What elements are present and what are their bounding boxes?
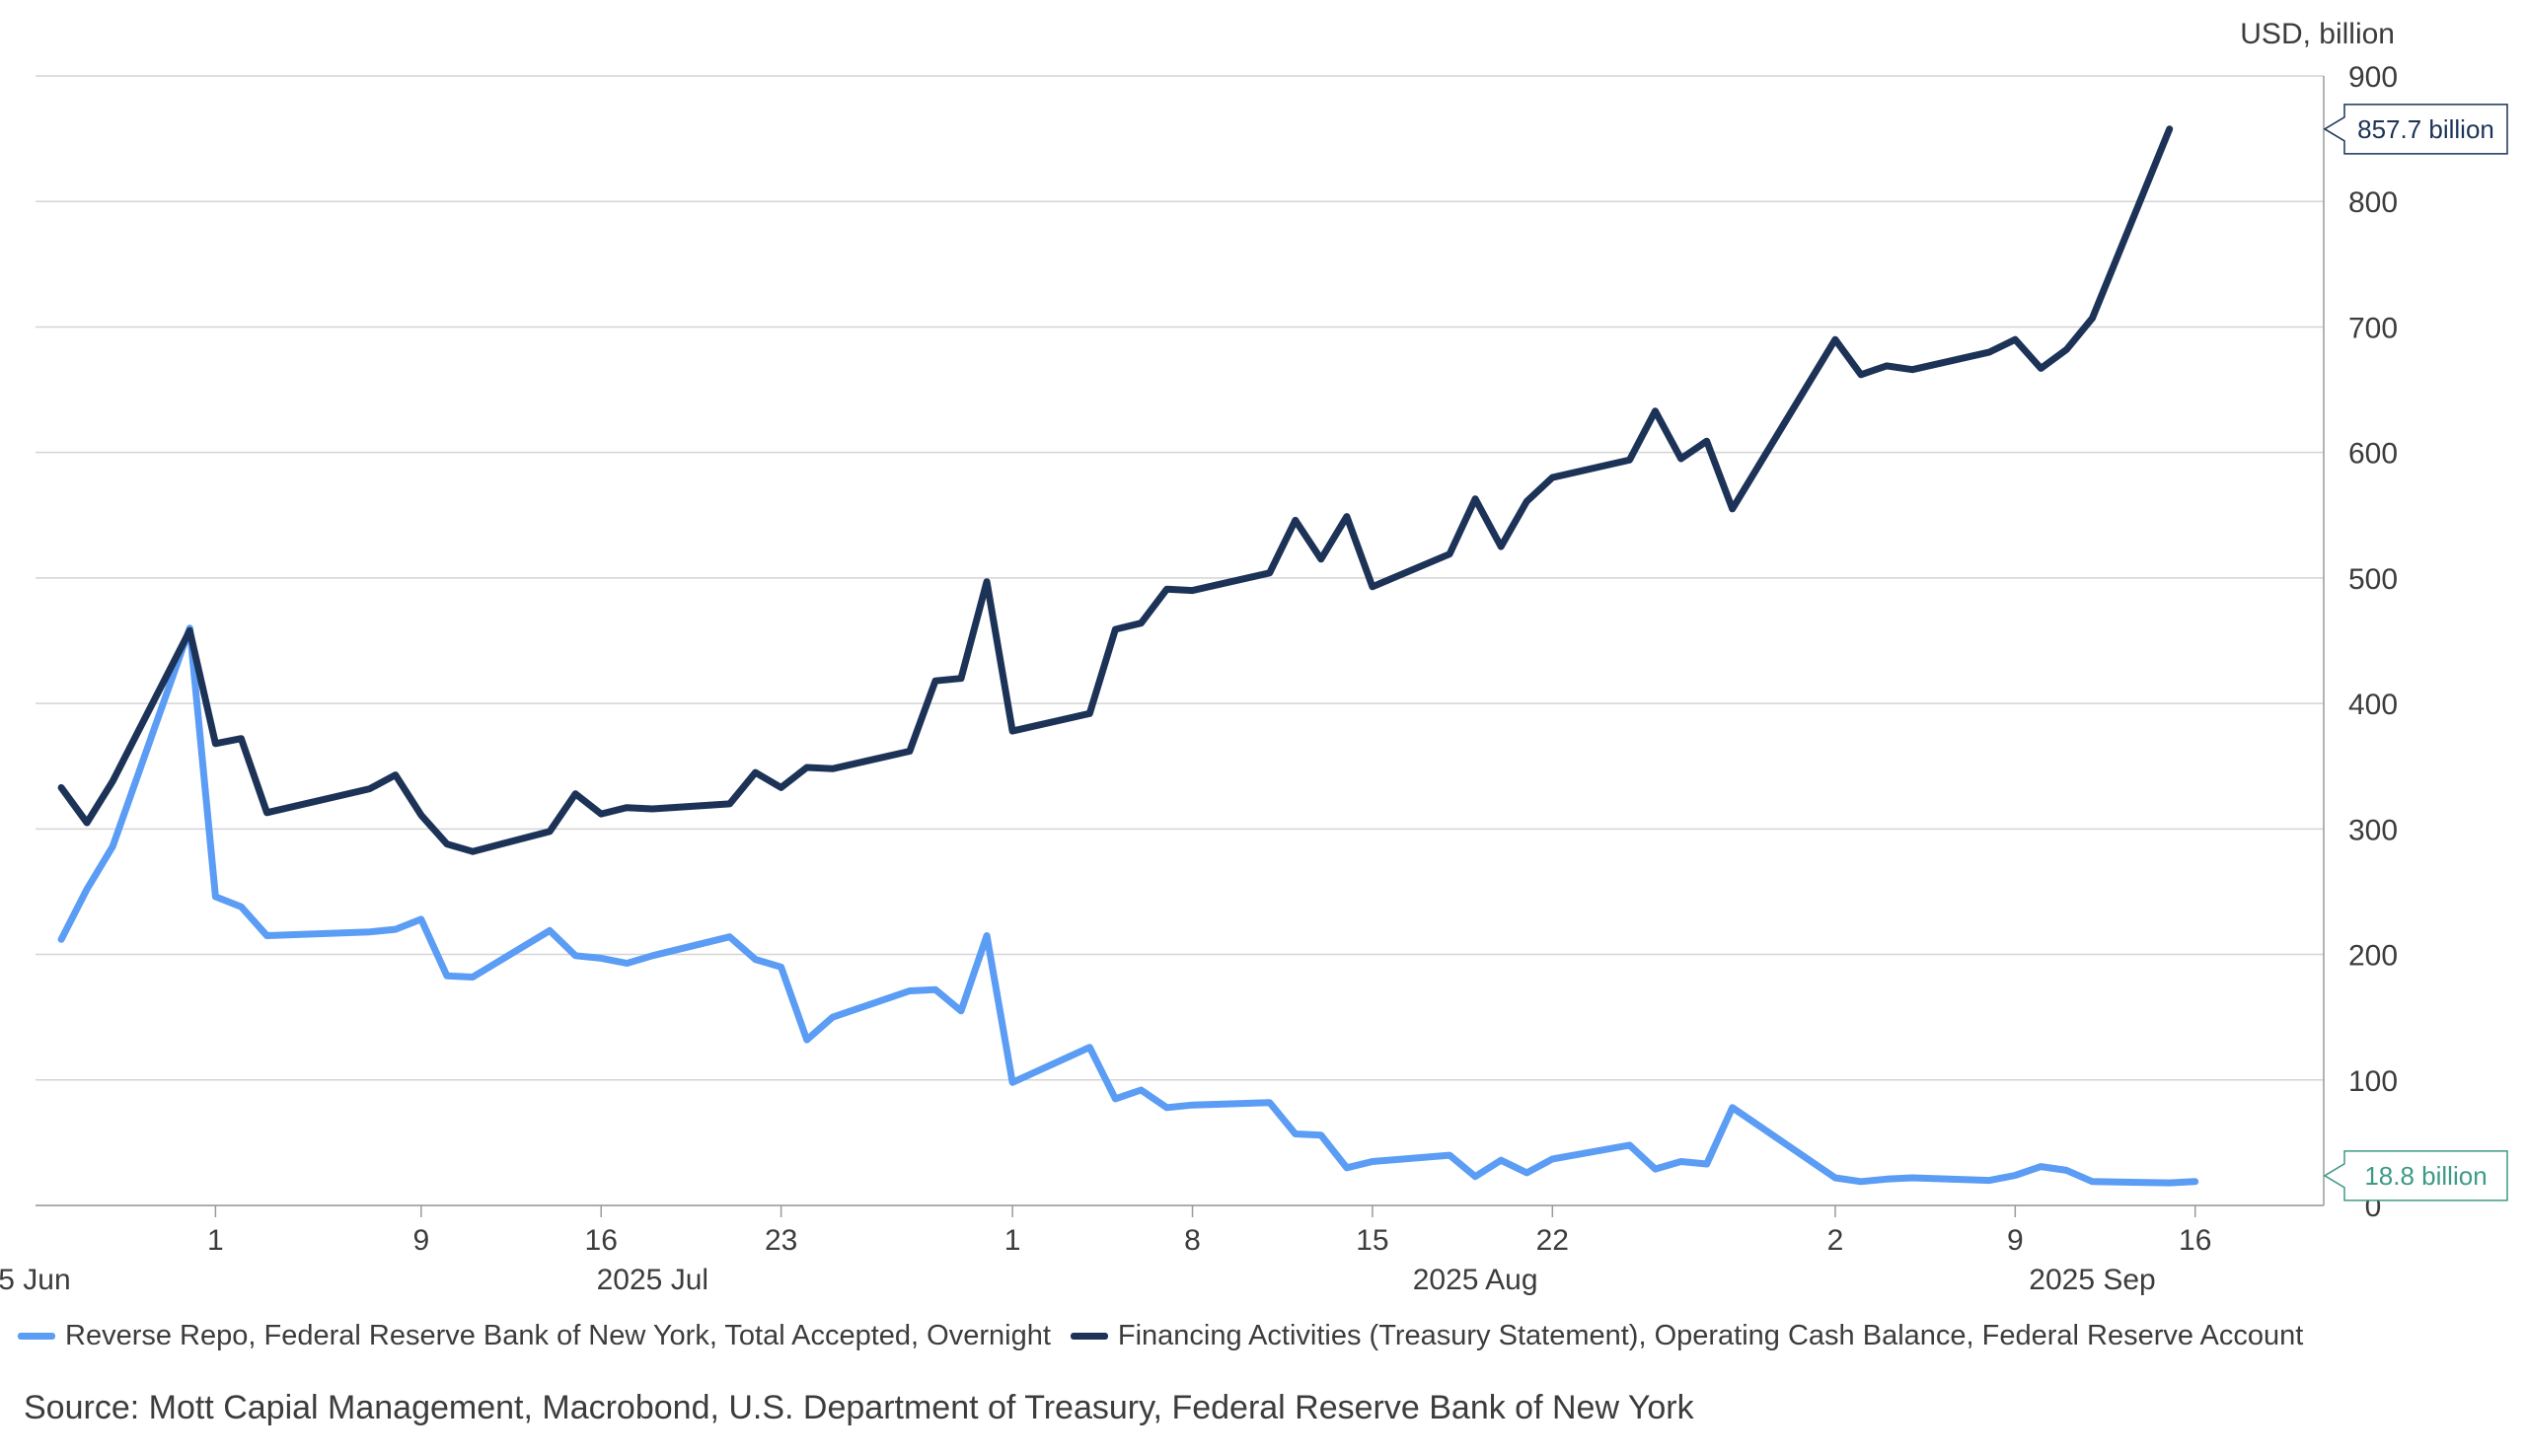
- x-tick-label: 16: [2179, 1224, 2211, 1257]
- last-value-label-box: [2323, 104, 2508, 155]
- legend-item-operating-cash-balance: Financing Activities (Treasury Statement…: [1070, 1319, 2304, 1352]
- y-tick-label: 700: [2348, 312, 2398, 344]
- series-line-operating-cash-balance: [57, 125, 2174, 855]
- legend-swatch-operating-cash-balance: [1070, 1332, 1108, 1340]
- x-tick-label: 1: [207, 1224, 224, 1257]
- x-month-label: 2025 Jul: [597, 1264, 708, 1296]
- legend-label-reverse-repo: Reverse Repo, Federal Reserve Bank of Ne…: [65, 1319, 1051, 1351]
- x-tick-label: 1: [1004, 1224, 1021, 1257]
- y-tick-label: 500: [2348, 563, 2398, 596]
- last-value-labels: 18.8 billion 857.7 billion: [2323, 104, 2508, 1201]
- last-value-label-text: 857.7 billion: [2357, 114, 2494, 144]
- legend-label-operating-cash-balance: Financing Activities (Treasury Statement…: [1117, 1319, 2304, 1351]
- x-tick-label: 2: [1827, 1224, 1844, 1257]
- y-axis-unit-label: USD, billion: [2240, 18, 2395, 50]
- y-axis: USD, billion 010020030040050060070080090…: [2240, 18, 2398, 1223]
- x-month-label: 2025 Sep: [2029, 1264, 2155, 1296]
- x-tick-label: 22: [1536, 1224, 1569, 1257]
- legend-item-reverse-repo: Reverse Repo, Federal Reserve Bank of Ne…: [18, 1320, 1051, 1352]
- y-tick-label: 400: [2348, 689, 2398, 721]
- y-tick-label: 200: [2348, 940, 2398, 973]
- x-tick-label: 23: [765, 1224, 797, 1257]
- x-tick-label: 16: [585, 1224, 618, 1257]
- last-value-label-box: [2323, 1150, 2508, 1201]
- source-note: Source: Mott Capial Management, Macrobon…: [24, 1389, 1694, 1426]
- x-tick-label: 15: [1356, 1224, 1388, 1257]
- x-tick-label: 8: [1184, 1224, 1201, 1257]
- series-lines: [57, 125, 2199, 1187]
- y-tick-label: 900: [2348, 61, 2398, 94]
- last-value-label-text: 18.8 billion: [2364, 1161, 2487, 1191]
- line-chart: USD, billion 010020030040050060070080090…: [0, 18, 2508, 1296]
- legend: Reverse Repo, Federal Reserve Bank of Ne…: [18, 1314, 2323, 1357]
- last-value-label-reverse-repo: 18.8 billion: [2323, 1150, 2508, 1201]
- legend-swatch-reverse-repo: [18, 1332, 55, 1340]
- y-tick-label: 800: [2348, 186, 2398, 219]
- y-tick-label: 100: [2348, 1065, 2398, 1098]
- y-tick-label: 600: [2348, 438, 2398, 471]
- last-value-label-operating-cash-balance: 857.7 billion: [2323, 104, 2508, 155]
- x-tick-label: 9: [2007, 1224, 2024, 1257]
- x-month-label: 2025 Jun: [0, 1264, 71, 1296]
- series-line-reverse-repo: [57, 624, 2199, 1187]
- x-tick-label: 9: [412, 1224, 429, 1257]
- y-tick-label: 300: [2348, 814, 2398, 846]
- gridlines: [36, 75, 2324, 1206]
- x-month-label: 2025 Aug: [1413, 1264, 1538, 1296]
